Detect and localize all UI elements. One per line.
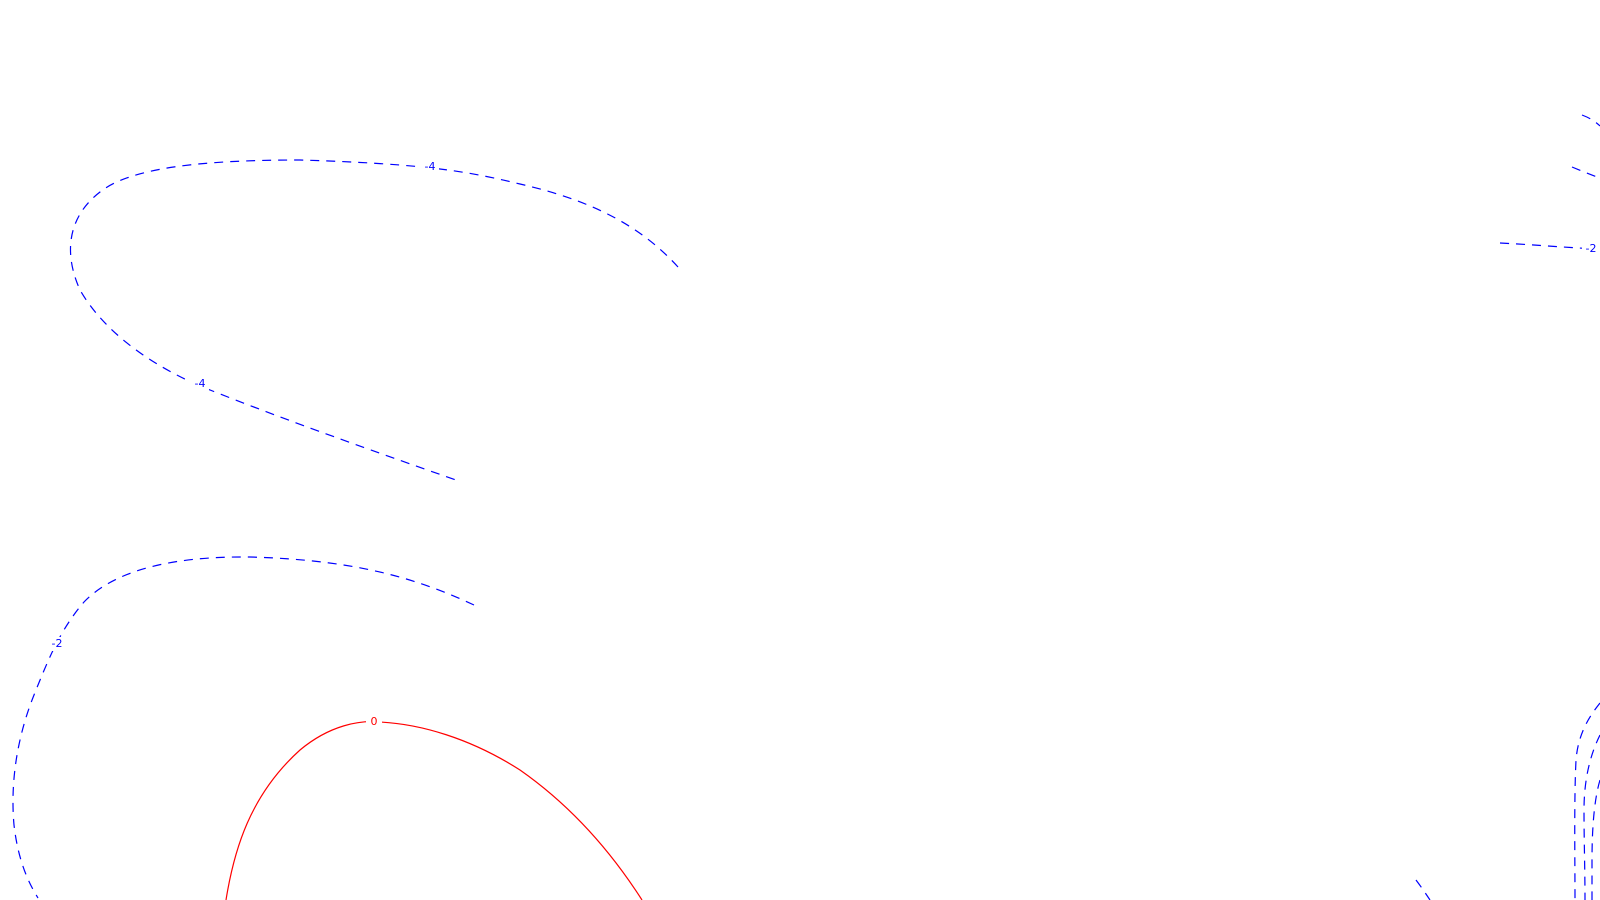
- contour-line-edge-2: [1571, 166, 1600, 179]
- contour-neg2-upper-right: -2: [1499, 242, 1600, 256]
- contour-label-neg2-left: -2: [52, 637, 63, 650]
- contour-line-neg2-right: [1499, 242, 1600, 250]
- contour-line-edge-3: [1574, 702, 1600, 900]
- contour-label-neg4-top: -4: [425, 160, 436, 173]
- contour-line-zero: [225, 721, 643, 900]
- contour-line-edge-5: [1591, 779, 1600, 900]
- label-bg: [48, 637, 66, 651]
- contour-neg-upper-right-edge: [1571, 114, 1600, 179]
- contour-neg4-upper-left: -4 -4: [69, 159, 679, 481]
- contour-neg2-left: -2: [12, 556, 475, 899]
- contour-label-neg4-bottom: -4: [195, 377, 206, 390]
- contour-line-edge-4: [1583, 734, 1600, 900]
- contour-line-edge-1: [1581, 114, 1600, 127]
- contour-line-neg2: [12, 556, 475, 899]
- contour-label-neg2-right: -2: [1586, 242, 1597, 255]
- label-bg: [366, 715, 382, 729]
- label-bg: [1582, 242, 1600, 256]
- contour-line-edge-6: [1415, 879, 1431, 900]
- label-bg: [191, 377, 209, 391]
- contour-neg-lower-right-edge: [1415, 702, 1600, 900]
- contour-label-zero: 0: [371, 715, 378, 728]
- contour-line-neg4: [69, 159, 679, 481]
- label-bg: [421, 160, 439, 174]
- contour-zero: 0: [225, 715, 643, 900]
